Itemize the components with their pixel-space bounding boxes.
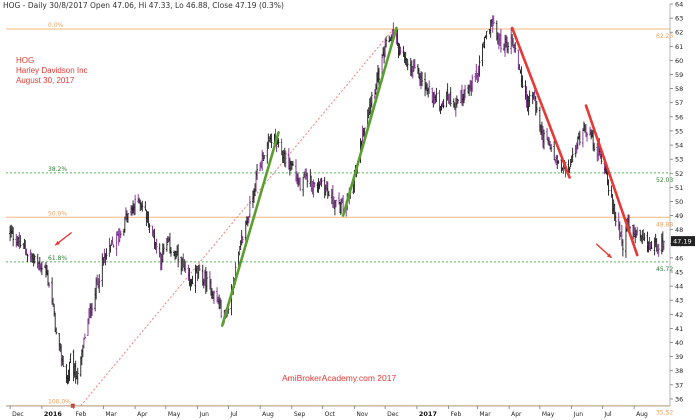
trend-lines	[220, 26, 639, 327]
y-tick-label: 39	[675, 353, 683, 361]
y-tick-label: 55	[675, 127, 683, 135]
y-tick-label: 43	[675, 297, 683, 305]
y-tick-label: 37	[675, 381, 683, 389]
arrow-head	[55, 240, 61, 246]
y-tick-label: 38	[675, 367, 683, 375]
x-tick-label: Jul	[229, 411, 238, 418]
last-price-marker: 47.19	[671, 236, 695, 247]
fib-level-percent-label: 50.0%	[48, 210, 67, 217]
x-tick-label: Sep	[294, 411, 306, 418]
stock-name-label: Harley Davidson Inc	[16, 66, 88, 75]
price-candles	[9, 15, 665, 385]
green-trend-line	[341, 26, 398, 217]
fib-level-value-label: 35.52	[656, 410, 673, 417]
y-tick-label: 64	[675, 1, 683, 9]
y-tick-label: 49	[675, 212, 683, 220]
x-tick-label: May	[168, 411, 181, 418]
y-tick-label: 59	[675, 71, 683, 79]
fib-level-value-label: 52.03	[656, 177, 673, 184]
y-axis: 3637383940414243444546474849505152535455…	[669, 1, 683, 406]
fib-level-percent-label: 61.8%	[48, 255, 67, 262]
y-tick-label: 63	[675, 15, 683, 23]
fib-level-value-label: 62.23	[656, 33, 673, 40]
y-tick-label: 40	[675, 339, 683, 347]
y-tick-label: 57	[675, 99, 683, 107]
y-tick-label: 50	[675, 198, 683, 206]
fib-swing-line	[80, 28, 394, 407]
y-tick-label: 61	[675, 43, 683, 51]
fib-level-percent-label: 38.2%	[48, 166, 67, 173]
fib-level-value-label: 48.88	[656, 221, 673, 228]
x-tick-label: Aug	[262, 411, 274, 418]
x-tick-label: Feb	[451, 411, 462, 418]
annotation-arrows	[54, 231, 613, 259]
x-tick-label: Apr	[511, 411, 522, 418]
x-tick-label: Nov	[356, 411, 368, 418]
x-tick-label: Dec	[12, 411, 24, 418]
fib-level-percent-label: 0.0%	[48, 22, 64, 29]
fib-level-value-label: 45.72	[656, 266, 673, 273]
y-tick-label: 62	[675, 29, 683, 37]
last-price-label: 47.19	[673, 238, 692, 246]
x-tick-label: Jun	[573, 411, 584, 418]
y-tick-label: 53	[675, 156, 683, 164]
x-tick-label: Dec	[387, 411, 399, 418]
y-tick-label: 46	[675, 254, 683, 262]
green-trend-line	[220, 131, 280, 327]
arrow-head	[606, 253, 612, 258]
last-price-box	[671, 236, 695, 247]
y-tick-label: 45	[675, 269, 683, 277]
x-tick-label: Oct	[325, 411, 336, 418]
red-trend-line	[584, 104, 639, 257]
fib-level-percent-label: 100.0%	[48, 399, 71, 406]
x-tick-label: Feb	[76, 411, 87, 418]
y-tick-label: 60	[675, 57, 683, 65]
y-tick-label: 52	[675, 170, 683, 178]
x-tick-label: Jun	[199, 411, 210, 418]
y-tick-label: 36	[675, 395, 683, 403]
x-tick-label: 2017	[419, 410, 437, 418]
y-tick-label: 42	[675, 311, 683, 319]
y-tick-label: 41	[675, 325, 683, 333]
chart-header: HOG - Daily 30/8/2017 Open 47.06, Hi 47.…	[3, 1, 284, 10]
x-tick-label: Aug	[636, 411, 648, 418]
y-tick-label: 56	[675, 113, 683, 121]
stock-date-label: August 30, 2017	[16, 76, 75, 85]
x-axis: Dec 2016 Feb Mar Apr May Jun Jul Aug Sep Oct Nov Dec…	[6, 405, 670, 418]
stock-ticker-label: HOG	[16, 56, 35, 65]
x-tick-label: Mar	[479, 411, 491, 418]
y-tick-label: 54	[675, 142, 683, 150]
x-tick-label: May	[542, 411, 555, 418]
y-tick-label: 48	[675, 226, 683, 234]
x-tick-label: Apr	[137, 411, 148, 418]
red-trend-line	[510, 26, 571, 179]
y-tick-label: 51	[675, 184, 683, 192]
x-tick-label: Mar	[105, 411, 117, 418]
x-tick-label: 2016	[44, 410, 63, 418]
x-tick-label: Jul	[603, 411, 612, 418]
y-tick-label: 44	[675, 283, 683, 291]
y-tick-label: 58	[675, 85, 683, 93]
watermark-text: AmiBrokerAcademy.com 2017	[282, 373, 397, 383]
